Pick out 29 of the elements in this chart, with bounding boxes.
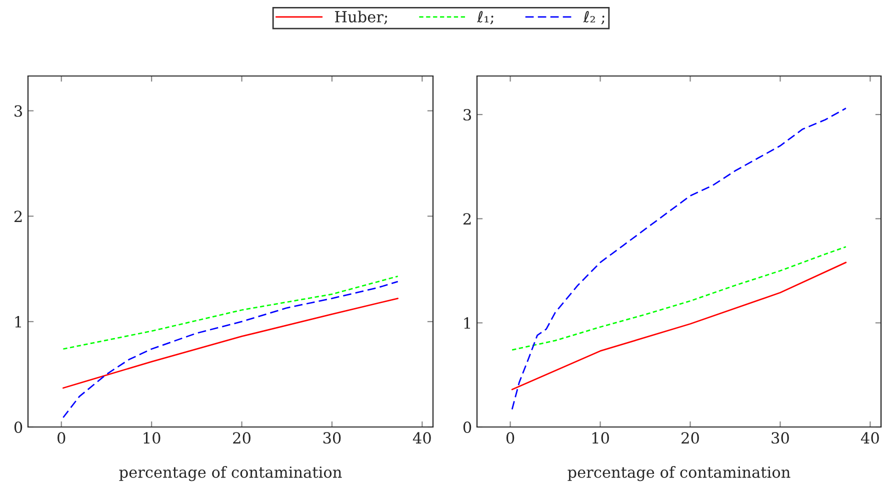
y-tick-label: 0 — [463, 421, 472, 434]
line-series — [62, 280, 399, 418]
y-tick-label: 1 — [15, 316, 21, 328]
x-tick-label: 0 — [58, 432, 66, 444]
x-tick-label: 0 — [506, 432, 514, 444]
y-tick-label: 3 — [14, 105, 22, 117]
x-tick-label: 40 — [412, 432, 431, 444]
x-tick-label: 10 — [592, 432, 609, 444]
x-tick-label: 30 — [772, 432, 789, 444]
line-series — [62, 276, 399, 350]
line-series — [511, 108, 847, 410]
x-tick-label: 20 — [682, 432, 699, 444]
legend-label: ℓ₂ ; — [583, 10, 604, 24]
line-series — [511, 262, 847, 390]
x-tick-label: 40 — [860, 432, 879, 444]
x-tick-label: 10 — [144, 432, 160, 444]
legend-label: ℓ₁; — [477, 10, 494, 24]
x-tick-label: 20 — [233, 432, 250, 444]
line-series — [62, 298, 399, 389]
x-axis-title: percentage of contamination — [119, 466, 342, 482]
x-tick-label: 30 — [323, 432, 341, 444]
y-tick-label: 2 — [463, 213, 471, 224]
y-tick-label: 3 — [464, 109, 472, 121]
line-series — [511, 246, 847, 351]
legend-label: Huber; — [335, 10, 388, 24]
y-tick-label: 1 — [464, 317, 470, 329]
x-axis-title: percentage of contamination — [568, 466, 790, 482]
y-tick-label: 2 — [14, 210, 22, 222]
y-tick-label: 0 — [14, 421, 22, 434]
